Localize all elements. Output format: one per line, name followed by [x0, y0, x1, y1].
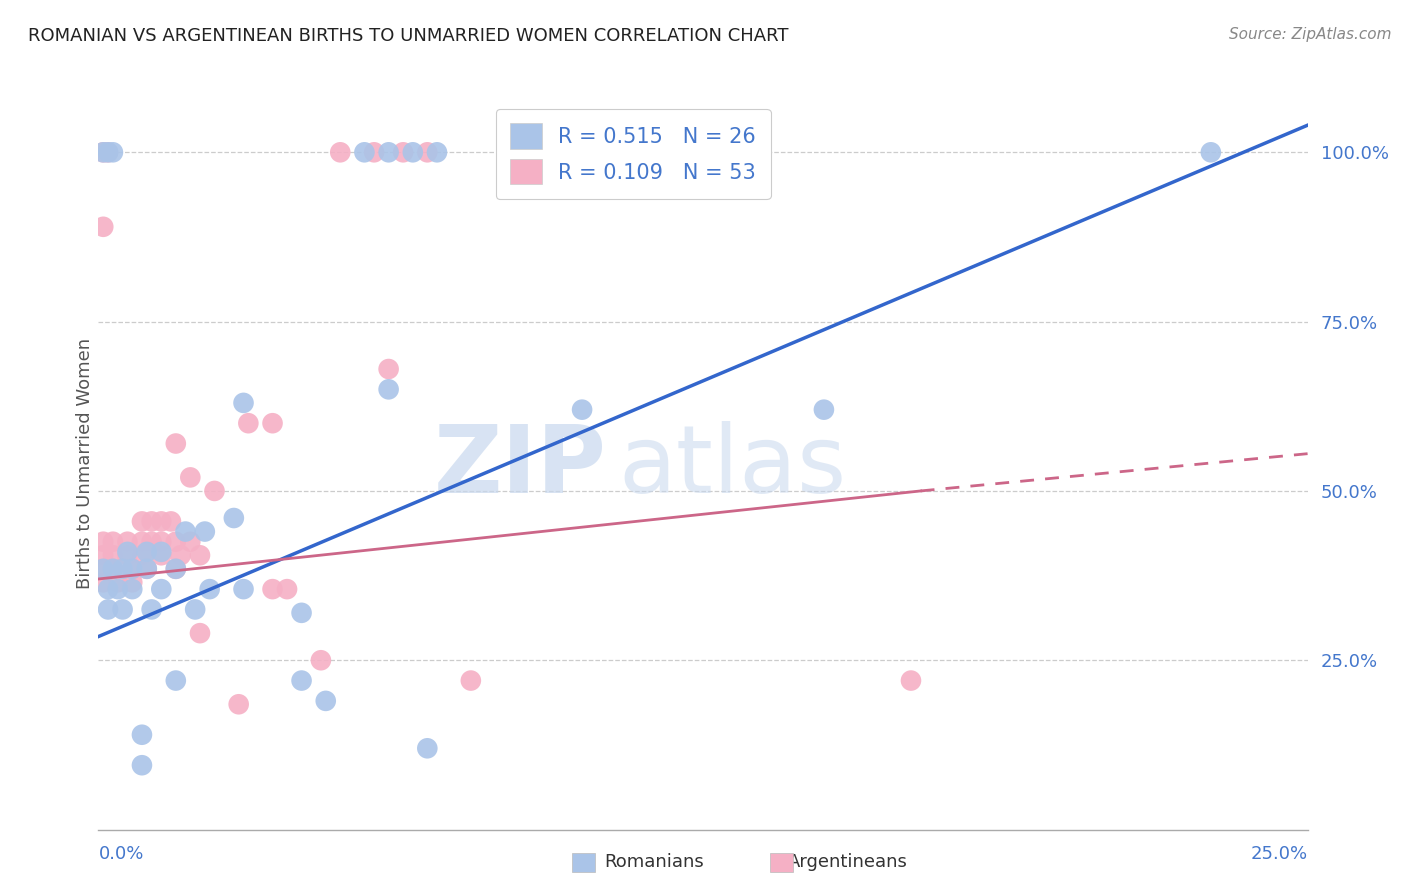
Point [179, 470, 201, 484]
Point [97, 145, 120, 160]
Point [131, 728, 153, 742]
Point [91, 534, 114, 549]
Point [363, 145, 385, 160]
Point [111, 602, 134, 616]
Point [97, 582, 120, 596]
Point [416, 741, 439, 756]
Point [547, 145, 569, 160]
Text: ZIP: ZIP [433, 422, 606, 514]
Point [174, 524, 197, 539]
Text: Source: ZipAtlas.com: Source: ZipAtlas.com [1229, 27, 1392, 42]
Point [232, 582, 254, 596]
Point [101, 548, 124, 563]
Point [150, 545, 173, 559]
Point [107, 575, 129, 590]
Point [91, 548, 114, 563]
Point [377, 362, 399, 376]
Point [117, 545, 139, 559]
Point [188, 548, 211, 563]
Point [131, 548, 153, 563]
Point [150, 534, 173, 549]
Point [150, 548, 173, 563]
Point [121, 562, 143, 576]
Point [97, 602, 120, 616]
Point [416, 145, 439, 160]
Point [141, 602, 163, 616]
Text: Romanians: Romanians [605, 853, 704, 871]
Text: 25.0%: 25.0% [1250, 845, 1308, 863]
Point [813, 402, 835, 417]
Point [179, 534, 201, 549]
Point [276, 582, 298, 596]
Point [165, 562, 187, 576]
Point [131, 515, 153, 529]
Text: atlas: atlas [619, 422, 846, 514]
Point [107, 582, 129, 596]
Text: ROMANIAN VS ARGENTINEAN BIRTHS TO UNMARRIED WOMEN CORRELATION CHART: ROMANIAN VS ARGENTINEAN BIRTHS TO UNMARR… [28, 27, 789, 45]
Point [1199, 145, 1222, 160]
Point [101, 562, 124, 576]
Point [117, 534, 139, 549]
Point [204, 483, 226, 498]
Point [121, 562, 143, 576]
Legend: R = 0.515   N = 26, R = 0.109   N = 53: R = 0.515 N = 26, R = 0.109 N = 53 [496, 109, 770, 199]
Point [329, 145, 352, 160]
Point [262, 582, 284, 596]
Point [135, 545, 157, 559]
Point [121, 582, 143, 596]
Point [228, 698, 250, 712]
Point [262, 416, 284, 430]
Point [353, 145, 375, 160]
Point [91, 145, 114, 160]
Point [188, 626, 211, 640]
Point [165, 534, 187, 549]
Point [135, 562, 157, 576]
Point [160, 515, 183, 529]
Point [426, 145, 449, 160]
Point [184, 602, 207, 616]
Text: Argentineans: Argentineans [787, 853, 907, 871]
Point [165, 562, 187, 576]
Point [309, 653, 332, 667]
Point [232, 396, 254, 410]
Point [460, 673, 482, 688]
Text: 0.0%: 0.0% [98, 845, 143, 863]
Point [141, 534, 163, 549]
Point [101, 562, 124, 576]
Point [290, 606, 312, 620]
Point [392, 145, 415, 160]
Point [135, 562, 157, 576]
Point [165, 436, 187, 450]
Point [377, 382, 399, 396]
Point [91, 575, 114, 590]
Point [121, 575, 143, 590]
Point [101, 145, 124, 160]
Point [238, 416, 260, 430]
Point [91, 562, 114, 576]
Point [97, 145, 120, 160]
Point [377, 145, 399, 160]
Point [91, 219, 114, 234]
Point [169, 548, 191, 563]
Point [165, 673, 187, 688]
Point [150, 515, 173, 529]
Point [194, 524, 217, 539]
Point [290, 673, 312, 688]
Y-axis label: Births to Unmarried Women: Births to Unmarried Women [76, 338, 94, 590]
Point [315, 694, 337, 708]
Point [150, 582, 173, 596]
Point [131, 534, 153, 549]
Point [91, 562, 114, 576]
Point [198, 582, 221, 596]
Point [571, 402, 593, 417]
Point [222, 511, 245, 525]
Point [402, 145, 425, 160]
Point [91, 145, 114, 160]
Point [131, 758, 153, 772]
Point [900, 673, 922, 688]
Point [141, 515, 163, 529]
Point [111, 562, 134, 576]
Point [117, 548, 139, 563]
Point [101, 534, 124, 549]
